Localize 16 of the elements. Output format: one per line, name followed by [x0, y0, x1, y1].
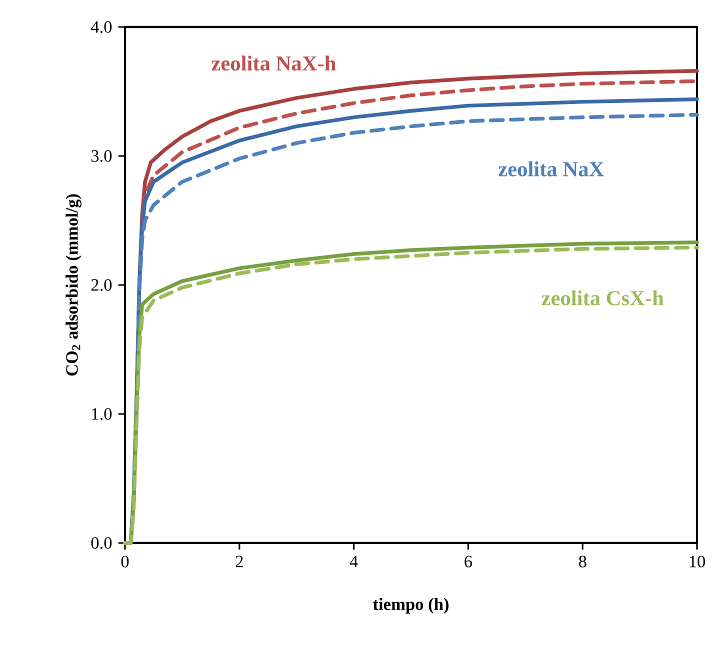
- series-label: zeolita NaX-h: [212, 56, 336, 71]
- y-axis-title: CO$_{2}$ adsorbido (mmol/g): [66, 194, 82, 376]
- series-label: zeolita CsX-h: [542, 290, 664, 306]
- x-tick-label: 0: [121, 556, 129, 568]
- y-tick-label: 2.0: [91, 279, 112, 291]
- y-tick-label: 3.0: [91, 150, 112, 162]
- y-tick-label: 1.0: [92, 408, 112, 420]
- x-tick-label: 2: [236, 556, 243, 568]
- x-tick-label: 4: [350, 556, 358, 568]
- y-tick-label: 4.0: [90, 21, 112, 33]
- y-tick-label: 0.0: [91, 537, 112, 549]
- series-label: zeolita NaX: [498, 161, 604, 176]
- x-axis-title: tiempo (h): [373, 598, 449, 614]
- x-tick-label: 6: [464, 556, 472, 568]
- x-tick-label: 10: [690, 556, 706, 568]
- x-tick-label: 8: [578, 556, 586, 568]
